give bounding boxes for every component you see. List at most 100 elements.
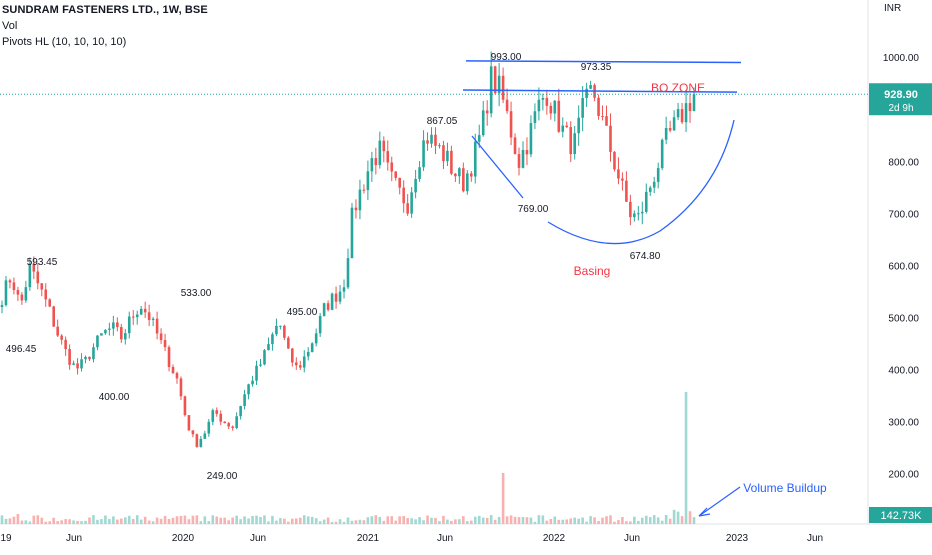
- candle-body[interactable]: [112, 322, 115, 329]
- candle-body[interactable]: [350, 207, 354, 259]
- candle-body[interactable]: [251, 380, 254, 385]
- candle-body[interactable]: [346, 258, 350, 288]
- candle-body[interactable]: [462, 168, 465, 192]
- candle-body[interactable]: [481, 110, 485, 136]
- candle-body[interactable]: [533, 111, 537, 124]
- candle-body[interactable]: [581, 98, 584, 118]
- candle-body[interactable]: [517, 154, 521, 168]
- volume-indicator-label[interactable]: Vol: [2, 20, 18, 32]
- candle-body[interactable]: [342, 287, 346, 292]
- candle-body[interactable]: [330, 293, 334, 310]
- candle-body[interactable]: [410, 192, 413, 214]
- candle-body[interactable]: [92, 347, 95, 360]
- candle-body[interactable]: [40, 283, 44, 290]
- candle-body[interactable]: [338, 291, 342, 302]
- candle-body[interactable]: [605, 116, 608, 126]
- candle-body[interactable]: [203, 433, 207, 439]
- candle-body[interactable]: [187, 415, 191, 431]
- candle-body[interactable]: [322, 303, 326, 316]
- candle-body[interactable]: [326, 303, 330, 310]
- candle-body[interactable]: [175, 373, 179, 379]
- decline-curve[interactable]: [471, 135, 524, 199]
- candle-body[interactable]: [279, 325, 282, 327]
- candle-body[interactable]: [116, 322, 119, 328]
- candle-body[interactable]: [131, 316, 135, 318]
- candle-body[interactable]: [96, 335, 99, 348]
- candle-body[interactable]: [466, 173, 469, 192]
- candle-body[interactable]: [577, 117, 580, 134]
- candle-body[interactable]: [458, 168, 461, 177]
- candle-body[interactable]: [20, 294, 24, 301]
- candle-body[interactable]: [247, 384, 250, 395]
- candle-body[interactable]: [80, 359, 83, 369]
- candle-body[interactable]: [195, 434, 199, 447]
- candle-body[interactable]: [485, 110, 489, 114]
- candle-body[interactable]: [545, 98, 549, 106]
- candle-body[interactable]: [271, 334, 274, 345]
- candle-body[interactable]: [108, 328, 111, 330]
- candle-body[interactable]: [306, 351, 310, 357]
- candle-body[interactable]: [569, 127, 573, 155]
- candle-body[interactable]: [199, 438, 203, 447]
- candle-body[interactable]: [64, 339, 67, 350]
- candle-body[interactable]: [120, 327, 123, 340]
- candle-body[interactable]: [473, 141, 477, 177]
- candle-body[interactable]: [127, 316, 131, 334]
- candle-body[interactable]: [668, 128, 672, 131]
- candle-body[interactable]: [469, 173, 473, 177]
- candle-body[interactable]: [585, 88, 588, 99]
- candle-body[interactable]: [243, 394, 246, 407]
- candle-body[interactable]: [430, 134, 433, 144]
- candle-body[interactable]: [235, 416, 238, 428]
- candle-body[interactable]: [334, 293, 338, 302]
- candle-body[interactable]: [625, 180, 628, 202]
- candle-body[interactable]: [644, 191, 648, 212]
- candle-body[interactable]: [589, 85, 592, 89]
- candle-body[interactable]: [354, 207, 358, 211]
- candle-body[interactable]: [640, 211, 644, 214]
- candle-body[interactable]: [147, 312, 151, 320]
- candle-body[interactable]: [151, 318, 155, 320]
- candle-body[interactable]: [123, 333, 127, 340]
- candle-body[interactable]: [259, 364, 262, 366]
- candle-body[interactable]: [378, 140, 382, 166]
- candle-body[interactable]: [24, 287, 28, 301]
- candle-body[interactable]: [541, 98, 545, 100]
- candle-body[interactable]: [135, 314, 139, 318]
- candle-body[interactable]: [597, 97, 600, 117]
- candle-body[interactable]: [76, 363, 79, 369]
- volume-arrow-line[interactable]: [698, 486, 741, 517]
- candle-body[interactable]: [684, 103, 688, 123]
- candle-body[interactable]: [100, 333, 103, 336]
- candle-body[interactable]: [438, 145, 441, 147]
- candle-body[interactable]: [68, 349, 71, 365]
- candle-body[interactable]: [565, 125, 569, 128]
- candle-body[interactable]: [0, 305, 4, 308]
- candle-body[interactable]: [239, 406, 242, 417]
- candle-body[interactable]: [676, 109, 680, 118]
- candle-body[interactable]: [497, 75, 501, 94]
- candle-body[interactable]: [171, 366, 175, 374]
- candle-body[interactable]: [454, 173, 457, 177]
- candle-body[interactable]: [275, 325, 278, 335]
- candle-body[interactable]: [477, 135, 481, 142]
- candle-body[interactable]: [664, 128, 668, 140]
- candle-body[interactable]: [143, 308, 147, 313]
- candle-body[interactable]: [652, 181, 656, 188]
- candle-body[interactable]: [680, 109, 684, 123]
- candle-body[interactable]: [688, 103, 692, 112]
- candle-body[interactable]: [398, 177, 402, 188]
- candle-body[interactable]: [211, 410, 215, 422]
- candle-body[interactable]: [263, 350, 266, 365]
- candle-body[interactable]: [179, 378, 183, 397]
- candle-body[interactable]: [104, 329, 107, 334]
- pivots-indicator-label[interactable]: Pivots HL (10, 10, 10, 10): [2, 36, 127, 48]
- candle-body[interactable]: [155, 318, 159, 334]
- candle-body[interactable]: [434, 134, 437, 146]
- candle-body[interactable]: [291, 348, 294, 363]
- candle-body[interactable]: [298, 365, 302, 368]
- candle-body[interactable]: [283, 325, 286, 338]
- basing-curve[interactable]: [547, 119, 735, 245]
- candle-body[interactable]: [370, 158, 374, 172]
